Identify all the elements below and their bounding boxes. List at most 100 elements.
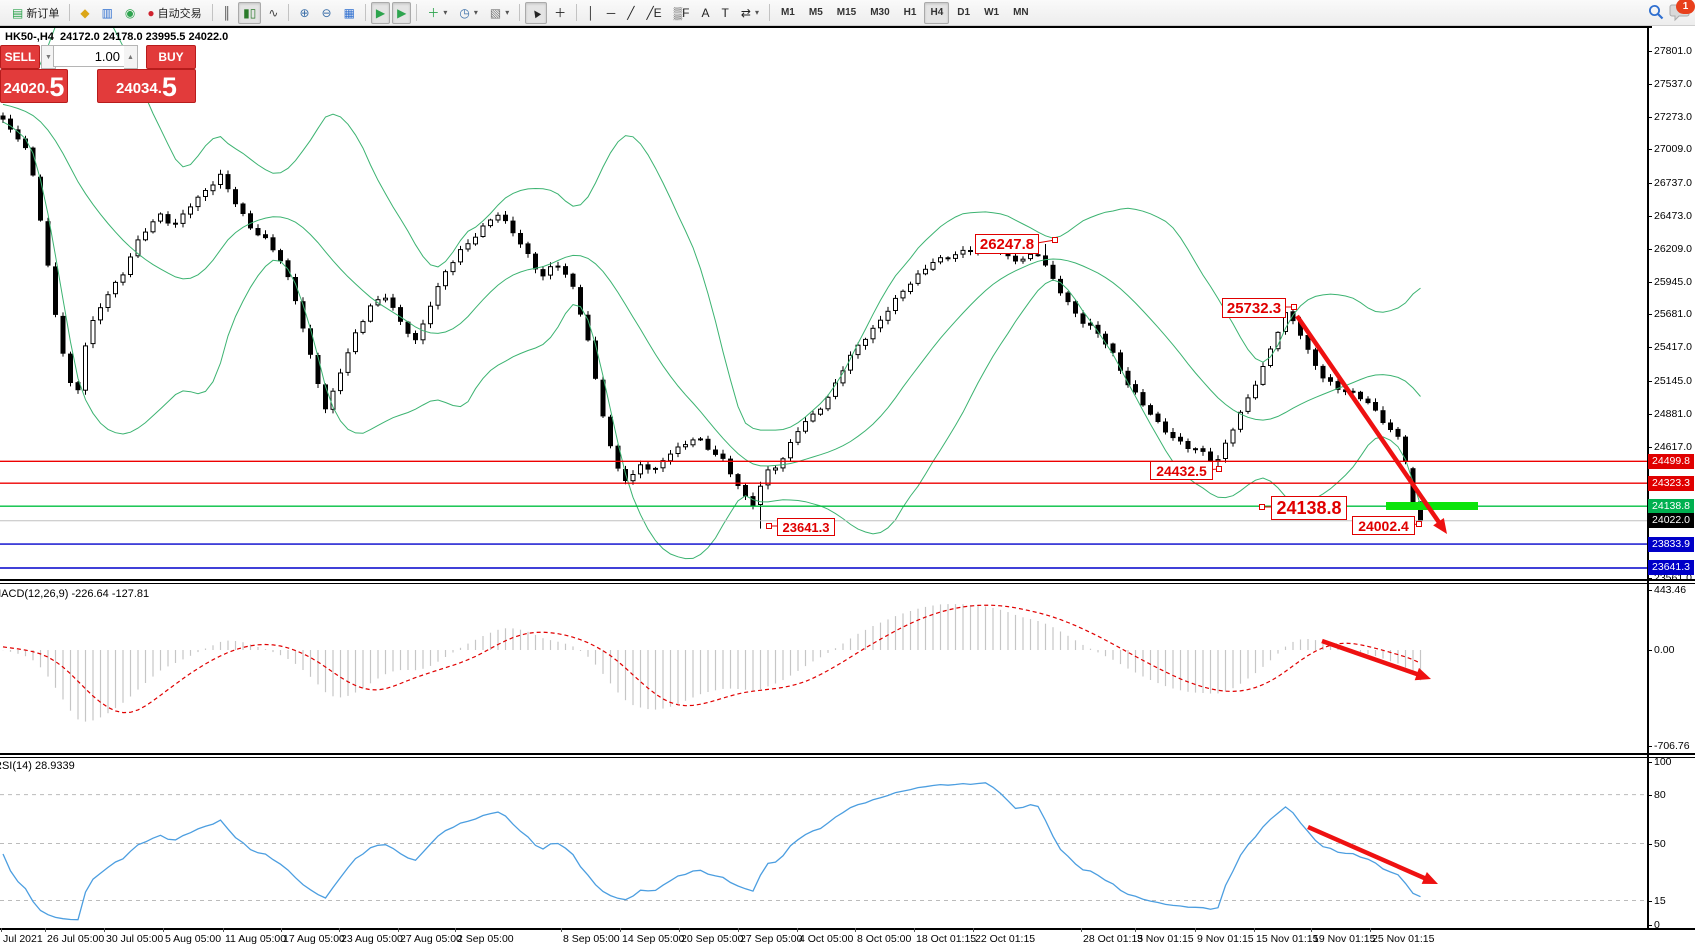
text-label-button[interactable]: T (717, 2, 734, 24)
main-chart-pane[interactable] (0, 28, 1648, 579)
toolbar-separator (519, 4, 521, 21)
notification-badge: 1 (1676, 0, 1695, 14)
rsi-separator-top[interactable] (0, 753, 1695, 755)
text-button[interactable]: A (697, 2, 715, 24)
trend-arrow-head (1433, 517, 1447, 534)
crosshair-button[interactable]: ＋ (549, 2, 571, 24)
candle-body (1035, 254, 1041, 257)
candle-body (608, 416, 613, 447)
timeframe-h1-button[interactable]: H1 (903, 7, 917, 18)
axis-tick-mark (1648, 446, 1652, 448)
candle-body (480, 225, 486, 237)
line-chart-button[interactable]: ∿ (263, 2, 283, 24)
price-callout-label[interactable]: 24432.5 (1150, 461, 1213, 480)
vertical-line-button[interactable]: │ (582, 2, 600, 24)
timeframe-w1-button[interactable]: W1 (984, 7, 1000, 18)
periods-button[interactable]: ◷ ▾ (454, 2, 483, 24)
auto-trading-button[interactable]: ● 自动交易 (142, 2, 206, 24)
zoom-out-button[interactable]: ⊖ (317, 2, 337, 24)
buy-button[interactable]: BUY (146, 45, 196, 69)
tile-windows-button[interactable]: ▦ (339, 2, 360, 24)
volume-input[interactable]: 1.00 (53, 45, 124, 67)
rsi-separator-bottom[interactable] (0, 756, 1695, 758)
publisher-icon[interactable]: ▥ (97, 2, 118, 24)
dropdown-caret-icon: ▾ (443, 8, 448, 17)
macd-histogram (2, 604, 1422, 722)
candle-body (1080, 313, 1086, 324)
rsi-pane[interactable] (0, 757, 1648, 928)
trend-arrow[interactable] (1295, 314, 1447, 534)
candle-body (143, 231, 148, 241)
price-callout-label[interactable]: 23641.3 (777, 518, 835, 536)
timeframe-d1-button[interactable]: D1 (957, 7, 971, 18)
trendline-button[interactable]: ╱ (622, 2, 639, 24)
chart-top-border (0, 26, 1652, 28)
candle-body (113, 281, 118, 295)
zoom-in-icon: ⊕ (299, 5, 310, 20)
axis-tick-mark (1648, 51, 1652, 52)
axis-tick-mark (1648, 83, 1652, 85)
candle-body (270, 237, 276, 251)
chart-shift-button[interactable]: ▶ (392, 1, 412, 24)
fibonacci-button[interactable]: ▒F (669, 2, 695, 24)
timeframe-m5-button[interactable]: M5 (808, 7, 823, 18)
candlestick-chart-button[interactable]: ▮▯ (238, 1, 262, 24)
timeframe-h4-button[interactable]: H4 (924, 1, 950, 24)
price-scale[interactable]: 27801.0 27537.0 27273.0 27009.0 26737.0 26473… (1648, 23, 1695, 931)
time-axis-label: 27 Sep 05:00 (740, 933, 803, 945)
highlight-bar[interactable] (1386, 502, 1478, 510)
trend-arrow[interactable] (1321, 638, 1431, 681)
sell-button[interactable]: SELL (0, 45, 40, 69)
chat-bubble-icon[interactable]: 1 (1669, 0, 1695, 27)
candle-body (1238, 411, 1243, 430)
candle-body (1313, 349, 1318, 366)
price-callout-label[interactable]: 25732.3 (1222, 298, 1286, 318)
candle-body (210, 184, 216, 192)
indicators-icon: ＋ (427, 5, 440, 20)
price-tag-24323.3: 24323.3 (1648, 475, 1694, 491)
price-callout-label[interactable]: 24002.4 (1352, 516, 1415, 535)
sell-price-display[interactable]: 24020. 5 (0, 69, 68, 103)
macd-indicator-label: MACD(12,26,9) -226.64 -127.81 (0, 588, 150, 600)
market-icon[interactable]: ◆ (75, 2, 94, 24)
search-icon[interactable] (1647, 3, 1665, 26)
volume-increase-stepper[interactable]: ▲ (124, 45, 138, 69)
equidistant-channel-button[interactable]: ╱E (641, 2, 666, 24)
candle-body (668, 453, 673, 462)
candle-body (75, 382, 81, 391)
horizontal-line-button[interactable]: ─ (602, 2, 621, 24)
price-callout-label[interactable]: 24138.8 (1271, 496, 1347, 520)
auto-scroll-button[interactable]: ▶ (370, 1, 391, 24)
timeframe-m1-button[interactable]: M1 (780, 7, 795, 18)
candle-body (30, 147, 36, 176)
price-axis-tick: 25417.0 (1654, 341, 1692, 354)
trend-arrow[interactable] (1307, 824, 1438, 884)
candle-body (833, 382, 838, 397)
candle-body (1380, 410, 1386, 424)
macd-separator-top[interactable] (0, 579, 1695, 581)
timeframe-m15-button[interactable]: M15 (836, 7, 857, 18)
macd-axis-tick: 443.46 (1654, 583, 1687, 596)
zoom-in-button[interactable]: ⊕ (294, 2, 314, 24)
macd-separator-bottom[interactable] (0, 582, 1695, 584)
indicators-button[interactable]: ＋ ▾ (422, 2, 452, 24)
signals-icon[interactable]: ◉ (120, 2, 140, 24)
candle-body (128, 256, 133, 275)
cursor-button[interactable]: ▲ (525, 1, 548, 24)
candle-body (420, 323, 426, 341)
new-order-button[interactable]: ▤ 新订单 (7, 2, 64, 24)
timeframe-mn-button[interactable]: MN (1013, 7, 1029, 18)
axis-tick-mark (1648, 843, 1652, 845)
macd-pane[interactable] (0, 584, 1648, 753)
buy-price-display[interactable]: 24034. 5 (97, 69, 196, 103)
time-axis-label: Jul 2021 (3, 933, 43, 945)
arrows-button[interactable]: ⇄ ▾ (736, 2, 764, 24)
templates-button[interactable]: ▧ ▾ (485, 2, 514, 24)
time-axis[interactable]: Jul 2021 26 Jul 05:00 30 Jul 05:00 5 Aug 05… (0, 928, 1695, 949)
bar-chart-button[interactable]: ║ (218, 2, 237, 24)
axis-tick-mark (1648, 149, 1652, 151)
candle-body (1260, 366, 1266, 385)
timeframe-m30-button[interactable]: M30 (870, 7, 890, 18)
price-callout-label[interactable]: 26247.8 (975, 234, 1039, 254)
